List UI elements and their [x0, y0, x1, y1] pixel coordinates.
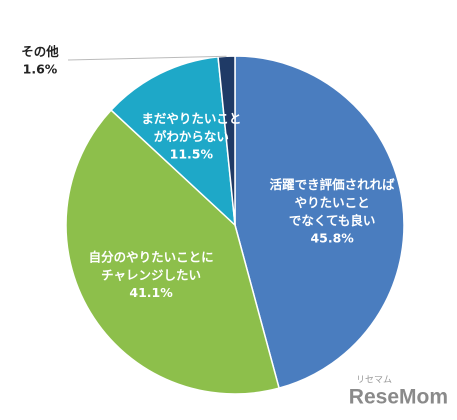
value-label: 45.8%: [310, 231, 354, 246]
category-label: 自分のやりたいことにチャレンジしたい: [89, 249, 214, 282]
category-label: まだやりたいことがわからない: [141, 111, 241, 144]
category-label: 活躍でき評価されればやりたいことでなくても良い: [270, 177, 396, 228]
value-label: 41.1%: [129, 285, 173, 300]
category-label: その他: [21, 44, 59, 59]
pie-slice: [234, 55, 405, 390]
pie-slice: [110, 56, 236, 227]
watermark: ReseMom: [349, 386, 448, 409]
watermark-sub: リセマム: [356, 375, 392, 386]
pie-slice: [65, 109, 281, 395]
value-label: 11.5%: [170, 147, 214, 162]
leader-line: [67, 55, 227, 61]
value-label: 1.6%: [23, 62, 58, 77]
